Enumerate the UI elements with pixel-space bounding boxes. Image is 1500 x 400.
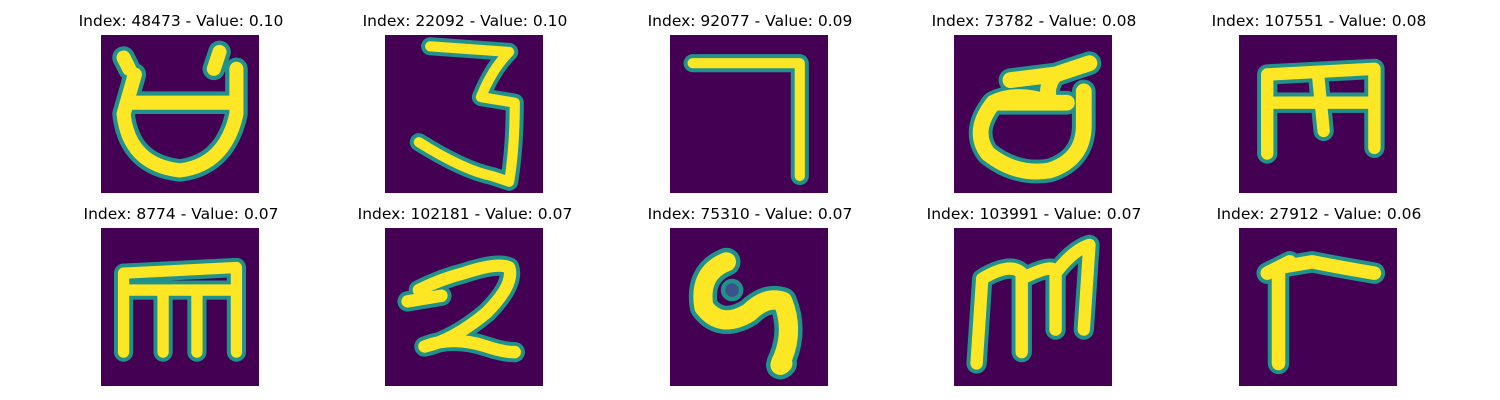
panel-title: Index: 102181 - Value: 0.07 [357,205,573,223]
panel-title: Index: 75310 - Value: 0.07 [647,205,853,223]
panel-title: Index: 22092 - Value: 0.10 [362,12,568,30]
character-glyph [1257,58,1385,164]
character-glyph [688,247,803,380]
character-glyph [683,54,809,186]
character-image [385,35,543,193]
character-glyph [966,234,1100,374]
panel-4: Index: 73782 - Value: 0.08 [914,12,1154,202]
character-glyph [968,51,1102,184]
character-glyph [1256,251,1386,375]
character-glyph [113,257,247,362]
character-glyph [409,37,524,191]
panel-2: Index: 22092 - Value: 0.10 [345,12,585,202]
character-image [954,35,1112,193]
panel-title: Index: 48473 - Value: 0.10 [78,12,284,30]
panel-title: Index: 8774 - Value: 0.07 [83,205,279,223]
character-image [385,228,543,386]
character-image [101,228,259,386]
panel-title: Index: 107551 - Value: 0.08 [1211,12,1427,30]
character-image [101,35,259,193]
character-glyph [112,40,248,182]
character-image [670,228,828,386]
character-glyph [397,255,525,363]
panel-10: Index: 27912 - Value: 0.06 [1199,205,1439,395]
panel-title: Index: 92077 - Value: 0.09 [647,12,853,30]
character-image [1239,35,1397,193]
panel-9: Index: 103991 - Value: 0.07 [914,205,1154,395]
panel-3: Index: 92077 - Value: 0.09 [630,12,870,202]
panel-7: Index: 102181 - Value: 0.07 [345,205,585,395]
panel-title: Index: 27912 - Value: 0.06 [1216,205,1422,223]
panel-1: Index: 48473 - Value: 0.10 [61,12,301,202]
character-image [1239,228,1397,386]
panel-title: Index: 103991 - Value: 0.07 [926,205,1142,223]
panel-title: Index: 73782 - Value: 0.08 [931,12,1137,30]
panel-6: Index: 8774 - Value: 0.07 [61,205,301,395]
character-image [670,35,828,193]
character-image [954,228,1112,386]
panel-5: Index: 107551 - Value: 0.08 [1199,12,1439,202]
panel-8: Index: 75310 - Value: 0.07 [630,205,870,395]
